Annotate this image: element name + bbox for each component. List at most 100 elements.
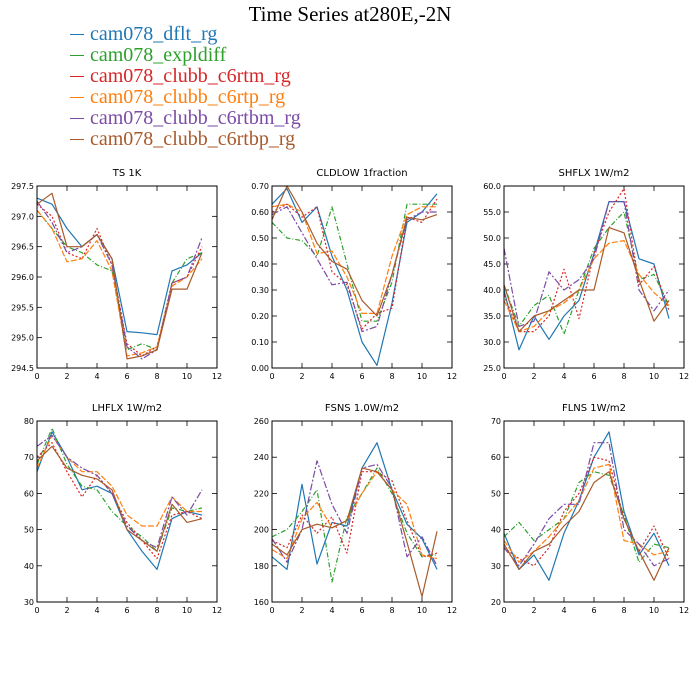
y-tick-label: 294.5	[11, 364, 34, 373]
series-line	[271, 206, 437, 333]
y-tick-label: 70	[24, 453, 34, 462]
x-tick-label: 10	[182, 606, 192, 615]
legend-label: cam078_expldiff	[90, 44, 227, 66]
y-tick-label: 50	[491, 489, 501, 498]
series-line	[271, 471, 438, 558]
panel-title: FLNS 1W/m2	[562, 403, 626, 414]
chart-panel: LHFLX 1W/m2 0 2 4 6 8 10 12 30 40 50 60 70 80	[24, 403, 222, 615]
x-tick-label: 2	[299, 606, 304, 615]
y-tick-label: 220	[254, 489, 269, 498]
y-tick-label: 45.0	[483, 260, 501, 269]
y-tick-label: 180	[254, 562, 269, 571]
series-line	[36, 200, 203, 360]
legend-label: cam078_clubb_c6rtbp_rg	[90, 128, 296, 150]
series-line	[503, 188, 670, 333]
chart-panel: FSNS 1.0W/m2 0 2 4 6 8 10 12 160 180 200 220 240 260	[254, 403, 457, 615]
series-line	[271, 203, 437, 322]
y-tick-label: 35.0	[483, 312, 501, 321]
x-tick-label: 4	[329, 606, 334, 615]
y-tick-label: 0.50	[251, 234, 269, 243]
x-tick-label: 6	[591, 606, 596, 615]
series-line	[36, 431, 203, 571]
x-tick-label: 4	[94, 606, 99, 615]
chart-panel: SHFLX 1W/m2 0 2 4 6 8 10 12 25.0 30.0 35.0 40.0 45.0…	[483, 168, 689, 381]
series-line	[503, 463, 670, 563]
y-tick-label: 0.10	[251, 338, 269, 347]
plot-frame	[271, 420, 453, 603]
x-tick-label: 4	[561, 372, 566, 381]
y-tick-label: 40	[491, 526, 501, 535]
y-tick-label: 20	[491, 598, 501, 607]
x-tick-label: 8	[621, 372, 626, 381]
chart-panel: FLNS 1W/m2 0 2 4 6 8 10 12 20 30 40 50 60 70	[491, 403, 689, 615]
y-tick-label: 160	[254, 598, 269, 607]
series-line	[36, 427, 203, 552]
x-tick-label: 8	[389, 372, 394, 381]
y-tick-label: 297.0	[11, 212, 34, 221]
x-tick-label: 12	[447, 372, 457, 381]
x-tick-label: 6	[124, 606, 129, 615]
y-tick-label: 70	[491, 417, 501, 426]
legend-swatch	[70, 76, 84, 77]
x-tick-label: 6	[359, 372, 364, 381]
plot-frame	[503, 420, 685, 603]
legend-entry: cam078_clubb_c6rtp_rg	[70, 87, 301, 108]
y-tick-label: 40	[24, 562, 34, 571]
legend-label: cam078_clubb_c6rtbm_rg	[90, 107, 301, 129]
y-tick-label: 50.0	[483, 234, 501, 243]
legend-swatch	[70, 118, 84, 119]
x-tick-label: 10	[417, 606, 427, 615]
x-tick-label: 10	[182, 372, 192, 381]
legend-entry: cam078_dflt_rg	[70, 24, 301, 45]
y-tick-label: 0.60	[251, 208, 269, 217]
x-tick-label: 2	[64, 606, 69, 615]
figure-title: Time Series at280E,-2N	[248, 2, 452, 26]
y-tick-label: 0.70	[251, 182, 269, 191]
x-tick-label: 0	[34, 606, 39, 615]
x-tick-label: 12	[679, 372, 689, 381]
y-tick-label: 25.0	[483, 364, 501, 373]
series-line	[271, 467, 438, 583]
chart-panel: TS 1K 0 2 4 6 8 10 12 294.5 295.0 295.5 296.0 296.5 2…	[11, 168, 222, 381]
series-line	[36, 209, 203, 351]
x-tick-label: 12	[212, 606, 222, 615]
x-tick-label: 2	[64, 372, 69, 381]
y-tick-label: 200	[254, 526, 269, 535]
panel-title: LHFLX 1W/m2	[92, 403, 162, 414]
y-tick-label: 0.30	[251, 286, 269, 295]
x-tick-label: 6	[591, 372, 596, 381]
y-tick-label: 30	[491, 562, 501, 571]
series-line	[271, 188, 438, 366]
x-tick-label: 10	[417, 372, 427, 381]
legend-entry: cam078_clubb_c6rtbp_rg	[70, 129, 301, 150]
y-tick-label: 40.0	[483, 286, 501, 295]
x-tick-label: 10	[649, 372, 659, 381]
series-line	[503, 471, 670, 581]
series-line	[503, 240, 670, 333]
x-tick-label: 10	[649, 606, 659, 615]
y-tick-label: 295.5	[11, 303, 34, 312]
x-tick-label: 2	[531, 372, 536, 381]
plot-frame	[36, 420, 218, 603]
series-line	[503, 442, 670, 567]
x-tick-label: 12	[447, 606, 457, 615]
y-tick-label: 50	[24, 526, 34, 535]
series-line	[503, 471, 670, 563]
legend-label: cam078_dflt_rg	[90, 23, 218, 45]
plot-frame	[271, 185, 453, 369]
plot-frame	[503, 185, 685, 369]
legend-entry: cam078_clubb_c6rtm_rg	[70, 66, 301, 87]
legend-label: cam078_clubb_c6rtm_rg	[90, 65, 291, 87]
series-line	[36, 434, 203, 549]
series-line	[271, 467, 438, 598]
y-tick-label: 0.40	[251, 260, 269, 269]
legend-swatch	[70, 34, 84, 35]
y-tick-label: 55.0	[483, 208, 501, 217]
x-tick-label: 4	[329, 372, 334, 381]
series-line	[271, 203, 437, 314]
series-line	[36, 192, 203, 360]
series-line	[503, 227, 670, 333]
legend-swatch	[70, 139, 84, 140]
series-line	[503, 431, 670, 581]
